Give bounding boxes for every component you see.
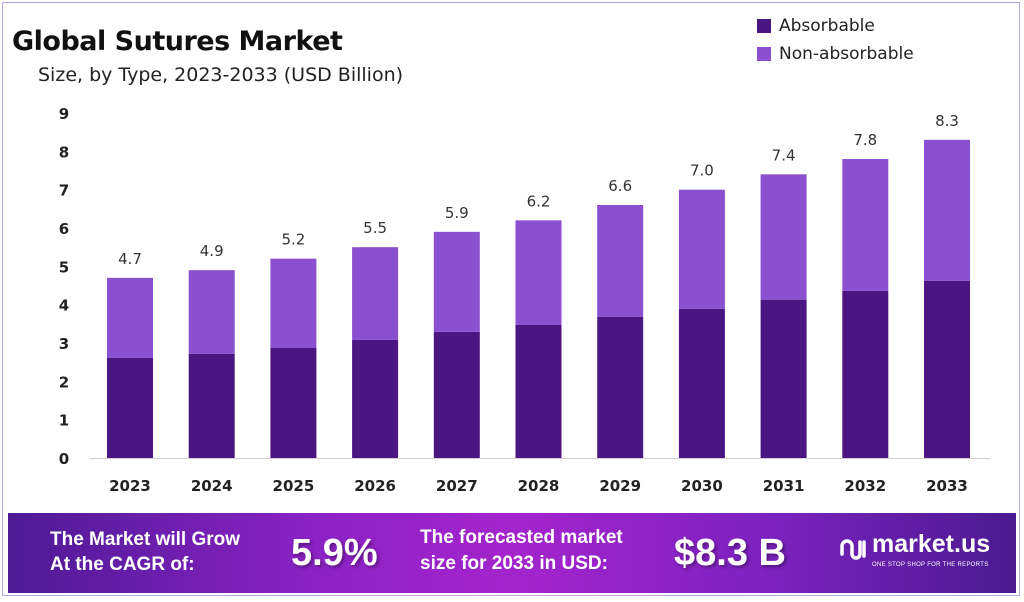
bar-absorbable xyxy=(678,308,725,458)
legend-item-absorbable: Absorbable xyxy=(757,12,914,40)
market-us-logo: market.us ONE STOP SHOP FOR THE REPORTS xyxy=(838,529,990,569)
chart-title: Global Sutures Market xyxy=(12,26,343,57)
bar-non-absorbable xyxy=(515,220,562,325)
x-tick-label: 2033 xyxy=(926,477,968,495)
bar-non-absorbable xyxy=(188,270,235,354)
legend-label: Non-absorbable xyxy=(779,44,914,64)
cagr-caption-line: At the CAGR of: xyxy=(50,554,195,575)
bar-non-absorbable xyxy=(433,231,480,332)
logo-tagline: ONE STOP SHOP FOR THE REPORTS xyxy=(872,562,989,568)
data-label: 7.8 xyxy=(853,131,877,149)
bar-absorbable xyxy=(597,316,644,458)
y-tick-label: 0 xyxy=(59,450,69,468)
bar-absorbable xyxy=(352,339,399,458)
x-tick-label: 2023 xyxy=(109,477,151,495)
y-tick-label: 3 xyxy=(59,335,69,353)
y-tick-label: 9 xyxy=(59,105,69,123)
bar-non-absorbable xyxy=(270,258,317,348)
x-tick-label: 2025 xyxy=(273,477,315,495)
y-tick-label: 2 xyxy=(59,373,69,391)
legend-label: Absorbable xyxy=(779,16,875,36)
legend: Absorbable Non-absorbable xyxy=(757,12,914,68)
forecast-caption-line: size for 2033 in USD: xyxy=(420,553,608,574)
legend-swatch-non-absorbable xyxy=(757,47,771,61)
bar-absorbable xyxy=(433,331,480,458)
x-tick-label: 2032 xyxy=(844,477,886,495)
bar-absorbable xyxy=(842,290,889,458)
data-label: 6.6 xyxy=(608,177,632,195)
x-tick-label: 2031 xyxy=(763,477,805,495)
bar-non-absorbable xyxy=(107,277,153,358)
data-label: 6.2 xyxy=(527,192,551,210)
cagr-value: 5.9% xyxy=(291,532,378,574)
logo-mark-icon xyxy=(840,539,866,560)
forecast-caption-line: The forecasted market xyxy=(420,527,623,548)
y-tick-label: 8 xyxy=(59,143,69,161)
bar-absorbable xyxy=(924,280,970,458)
cagr-caption-line: The Market will Grow xyxy=(50,529,241,550)
y-tick-label: 1 xyxy=(59,412,69,430)
data-label: 5.2 xyxy=(281,231,305,249)
data-label: 4.9 xyxy=(200,242,224,260)
legend-item-non-absorbable: Non-absorbable xyxy=(757,40,914,68)
bar-non-absorbable xyxy=(842,159,889,291)
x-tick-label: 2030 xyxy=(681,477,723,495)
data-label: 7.0 xyxy=(690,162,714,180)
bar-non-absorbable xyxy=(924,139,970,281)
forecast-caption: The forecasted market size for 2033 in U… xyxy=(420,525,623,577)
x-tick-label: 2026 xyxy=(354,477,396,495)
footer-banner: The Market will Grow At the CAGR of: 5.9… xyxy=(8,513,1016,593)
bar-absorbable xyxy=(188,353,235,458)
data-label: 8.3 xyxy=(935,112,959,130)
y-tick-label: 6 xyxy=(59,220,69,238)
x-tick-label: 2028 xyxy=(518,477,560,495)
bar-non-absorbable xyxy=(352,247,399,340)
bar-absorbable xyxy=(760,299,807,458)
chart-subtitle: Size, by Type, 2023-2033 (USD Billion) xyxy=(38,64,404,86)
x-tick-label: 2029 xyxy=(599,477,641,495)
bar-non-absorbable xyxy=(597,205,644,317)
logo-name: market.us xyxy=(872,530,991,558)
y-tick-label: 7 xyxy=(59,182,69,200)
legend-swatch-absorbable xyxy=(757,19,771,33)
bar-absorbable xyxy=(270,347,317,458)
data-label: 5.9 xyxy=(445,204,469,222)
bar-absorbable xyxy=(107,357,153,458)
y-tick-label: 5 xyxy=(59,258,69,276)
forecast-value: $8.3 B xyxy=(674,532,786,574)
data-label: 7.4 xyxy=(772,146,796,164)
bar-absorbable xyxy=(515,324,562,458)
bar-non-absorbable xyxy=(678,189,725,309)
y-tick-label: 4 xyxy=(59,297,69,315)
x-tick-label: 2024 xyxy=(191,477,233,495)
data-label: 5.5 xyxy=(363,219,387,237)
bar-non-absorbable xyxy=(760,174,807,300)
cagr-caption: The Market will Grow At the CAGR of: xyxy=(50,527,240,577)
data-label: 4.7 xyxy=(118,250,142,268)
x-tick-label: 2027 xyxy=(436,477,478,495)
